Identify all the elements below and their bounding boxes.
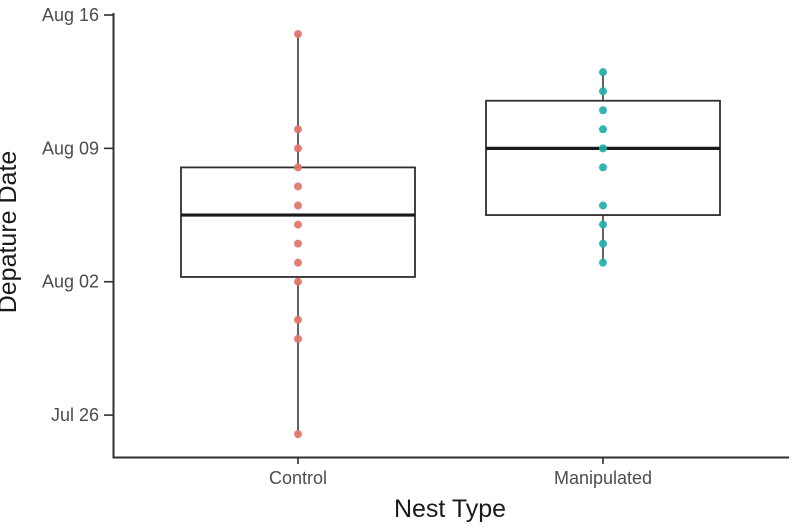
- data-point: [294, 125, 302, 134]
- data-point: [294, 334, 302, 343]
- data-point: [294, 30, 302, 39]
- data-point: [294, 430, 302, 439]
- data-point: [294, 220, 302, 229]
- point-layer: [294, 30, 607, 439]
- y-tick-label: Aug 16: [42, 5, 99, 25]
- x-tick-label: Control: [269, 468, 327, 488]
- x-axis-title: Nest Type: [394, 495, 506, 523]
- data-point: [599, 144, 607, 153]
- data-point: [599, 125, 607, 134]
- data-point: [599, 68, 607, 77]
- data-point: [599, 87, 607, 96]
- x-axis-ticks: Control Manipulated: [269, 458, 652, 488]
- data-point: [294, 201, 302, 210]
- data-point: [294, 315, 302, 324]
- data-point: [294, 277, 302, 286]
- data-point: [599, 220, 607, 229]
- data-point: [294, 258, 302, 267]
- data-point: [599, 258, 607, 267]
- y-axis-ticks: Aug 16 Aug 09 Aug 02 Jul 26: [42, 5, 113, 425]
- x-tick-label: Manipulated: [554, 468, 652, 488]
- y-tick-label: Aug 09: [42, 138, 99, 158]
- box-manipulated: [485, 99, 721, 216]
- data-point: [294, 144, 302, 153]
- data-point: [599, 201, 607, 210]
- y-tick-label: Aug 02: [42, 272, 99, 292]
- data-point: [294, 182, 302, 191]
- data-point: [599, 106, 607, 115]
- data-point: [294, 239, 302, 248]
- data-point: [294, 163, 302, 172]
- data-point: [599, 163, 607, 172]
- y-axis-title: Depature Date: [0, 151, 22, 314]
- box-layer: [180, 99, 721, 278]
- data-point: [599, 239, 607, 248]
- y-tick-label: Jul 26: [51, 405, 99, 425]
